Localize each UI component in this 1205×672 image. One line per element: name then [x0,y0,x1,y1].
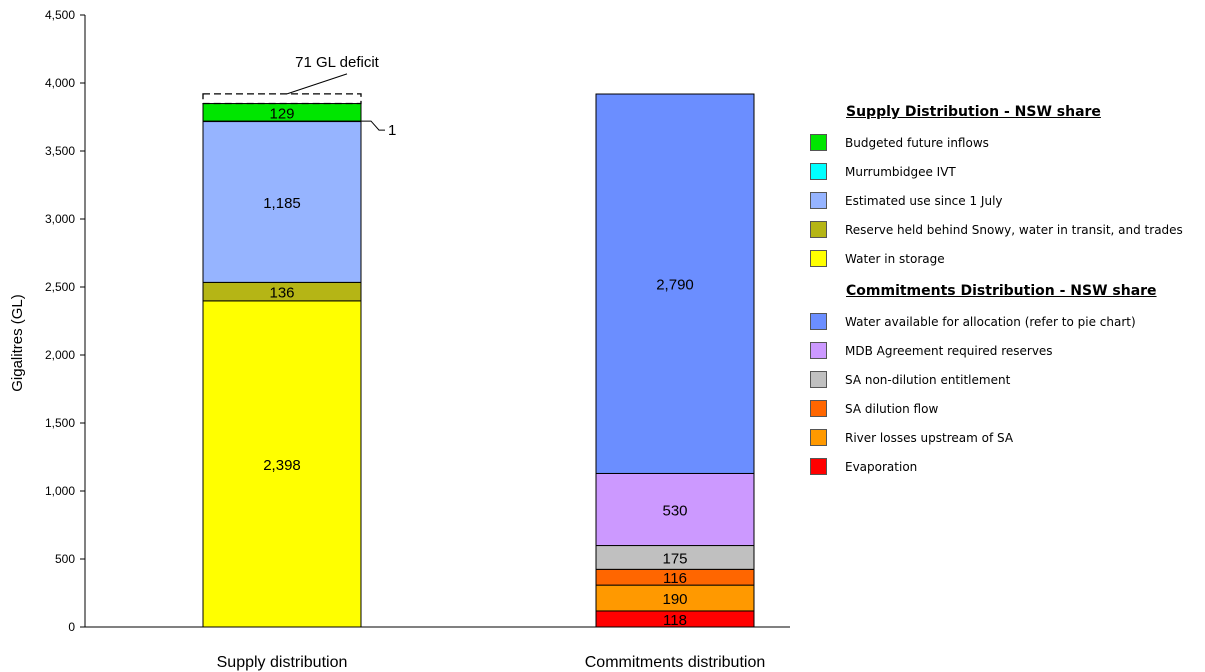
y-tick-label: 1,500 [45,416,75,430]
legend-swatch [810,400,827,417]
y-tick-label: 2,500 [45,280,75,294]
legend-item: SA non-dilution entitlement [810,365,1200,394]
commitments-category-label: Commitments distribution [585,654,766,671]
legend-swatch [810,250,827,267]
commitments-legend-title: Commitments Distribution - NSW share [846,283,1157,299]
supply-legend-title: Supply Distribution - NSW share [846,104,1101,120]
commitments-legend-list: Water available for allocation (refer to… [810,307,1200,481]
legend: Supply Distribution - NSW share Budgeted… [810,102,1200,481]
supply-segment [202,120,362,283]
commitments-value-label: 2,790 [656,277,694,294]
supply-value-label: 1,185 [263,195,301,212]
legend-item: MDB Agreement required reserves [810,336,1200,365]
legend-item: Water in storage [810,244,1200,273]
legend-item: Murrumbidgee IVT [810,157,1200,186]
commitments-segment [595,93,755,474]
legend-label: Estimated use since 1 July [845,193,1003,208]
deficit-callout-line [286,73,348,95]
legend-swatch [810,192,827,209]
commitments-value-label: 175 [662,550,687,567]
legend-swatch [810,458,827,475]
legend-item: SA dilution flow [810,394,1200,423]
legend-label: Reserve held behind Snowy, water in tran… [845,222,1183,237]
legend-item: Water available for allocation (refer to… [810,307,1200,336]
legend-swatch [810,134,827,151]
commitments-segment [595,472,755,547]
y-tick-label: 3,000 [45,212,75,226]
legend-label: River losses upstream of SA [845,430,1014,445]
legend-label: Evaporation [845,459,918,474]
legend-swatch [810,163,827,180]
legend-label: Water in storage [845,251,945,266]
legend-item: Estimated use since 1 July [810,186,1200,215]
legend-swatch [810,429,827,446]
legend-item: River losses upstream of SA [810,423,1200,452]
supply-value-label: 2,398 [263,457,301,474]
y-tick-label: 4,500 [45,8,75,22]
supply-category-label: Supply distribution [217,654,348,671]
legend-label: SA non-dilution entitlement [845,372,1011,387]
legend-swatch [810,342,827,359]
deficit-box [202,93,362,105]
y-tick-label: 2,000 [45,348,75,362]
supply-value-label: 129 [269,105,294,122]
legend-item: Reserve held behind Snowy, water in tran… [810,215,1200,244]
legend-label: Budgeted future inflows [845,135,989,150]
commitments-value-label: 190 [662,591,687,608]
supply-legend-list: Budgeted future inflows Murrumbidgee IVT E… [810,128,1200,273]
commitments-value-label: 530 [662,502,687,519]
legend-label: MDB Agreement required reserves [845,343,1053,358]
y-tick-label: 0 [68,620,75,634]
supply-value-label: 136 [269,285,294,302]
supply-segment [202,300,362,628]
legend-label: SA dilution flow [845,401,939,416]
y-tick-label: 3,500 [45,144,75,158]
legend-label: Murrumbidgee IVT [845,164,956,179]
legend-swatch [810,371,827,388]
ivt-callout-label: 1 [388,122,396,139]
commitments-value-label: 118 [663,612,687,629]
legend-swatch [810,313,827,330]
ivt-callout-line [361,120,385,131]
legend-item: Evaporation [810,452,1200,481]
legend-swatch [810,221,827,238]
commitments-value-label: 116 [663,570,687,587]
y-tick-label: 4,000 [45,76,75,90]
y-axis-label: Gigalitres (GL) [9,294,26,392]
y-tick-label: 500 [55,552,75,566]
legend-item: Budgeted future inflows [810,128,1200,157]
y-tick-label: 1,000 [45,484,75,498]
legend-label: Water available for allocation (refer to… [845,314,1136,329]
deficit-label: 71 GL deficit [295,54,379,71]
